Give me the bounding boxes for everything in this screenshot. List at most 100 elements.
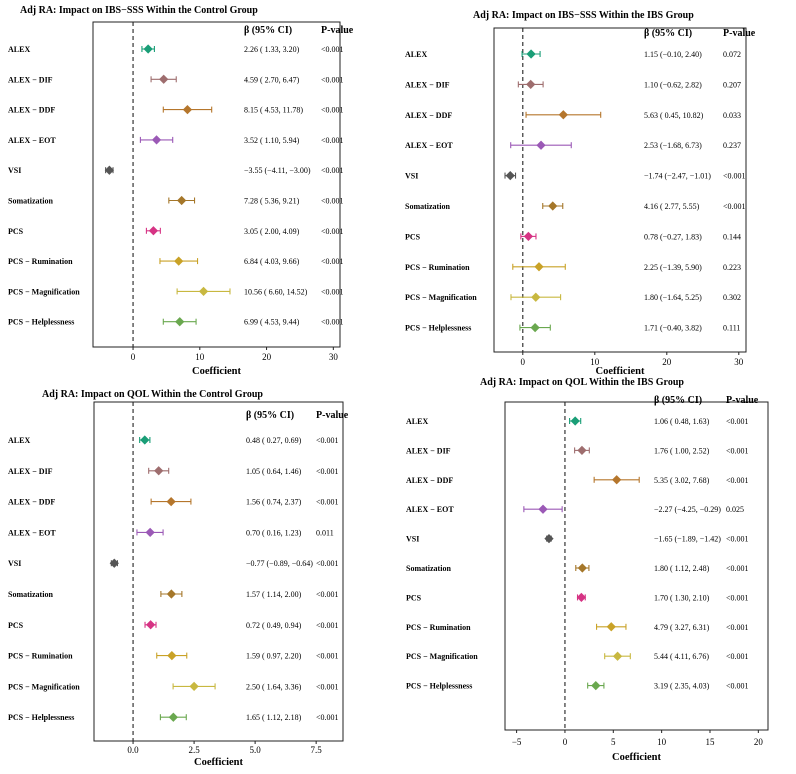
row-label-pcs-helplessness: PCS − Helplessness: [8, 713, 74, 722]
x-axis-title: Coefficient: [612, 752, 661, 763]
ci-text-pcs-magnification: 10.56 ( 6.60, 14.52): [244, 287, 308, 296]
p-value-column-header: P-value: [321, 25, 354, 36]
ci-text-pcs-rumination: 1.59 ( 0.97, 2.20): [246, 652, 302, 661]
ci-text-pcs-rumination: 6.84 ( 4.03, 9.66): [244, 257, 300, 266]
p-value-alex-dif: 0.207: [723, 80, 741, 89]
row-label-alex: ALEX: [8, 436, 30, 445]
p-value-pcs-magnification: <0.001: [316, 682, 339, 691]
forest-panel-ibs-sss-control: Adj RA: Impact on IBS−SSS Within the Con…: [0, 0, 392, 377]
ci-text-alex-dif: 1.05 ( 0.64, 1.46): [246, 467, 302, 476]
row-label-pcs-rumination: PCS − Rumination: [8, 257, 73, 266]
row-label-pcs-helplessness: PCS − Helplessness: [405, 324, 471, 333]
p-value-alex-eot: 0.025: [726, 505, 744, 514]
p-value-pcs-rumination: <0.001: [316, 652, 339, 661]
p-value-alex-ddf: 0.033: [723, 111, 741, 120]
ci-text-pcs: 3.05 ( 2.00, 4.09): [244, 227, 300, 236]
chart-title: Adj RA: Impact on IBS−SSS Within the IBS…: [473, 10, 694, 21]
row-label-alex-eot: ALEX − EOT: [405, 141, 453, 150]
ci-text-somatization: 4.16 ( 2.77, 5.55): [644, 202, 700, 211]
x-tick-label: 0.0: [127, 745, 139, 755]
p-value-vsi: <0.001: [321, 166, 344, 175]
row-label-alex-eot: ALEX − EOT: [8, 136, 56, 145]
x-axis-title: Coefficient: [194, 757, 243, 768]
row-label-vsi: VSI: [406, 535, 419, 544]
ci-text-pcs-helplessness: 1.65 ( 1.12, 2.18): [246, 713, 302, 722]
x-tick-label: 5: [611, 737, 616, 747]
forest-plot-svg: Adj RA: Impact on IBS−SSS Within the IBS…: [405, 10, 756, 377]
p-value-alex: <0.001: [726, 417, 749, 426]
row-label-pcs-magnification: PCS − Magnification: [406, 652, 478, 661]
p-value-pcs-magnification: <0.001: [726, 652, 749, 661]
forest-panel-qol-ibs: Adj RA: Impact on QOL Within the IBS Gro…: [398, 375, 796, 769]
point-estimate-alex: [143, 44, 153, 54]
x-tick-label: 20: [754, 737, 764, 747]
row-label-alex-ddf: ALEX − DDF: [8, 106, 55, 115]
point-estimate-pcs-helplessness: [168, 712, 178, 722]
point-estimate-pcs-rumination: [534, 262, 544, 272]
x-tick-label: 15: [705, 737, 715, 747]
point-estimate-alex-dif: [154, 466, 164, 476]
row-label-alex-ddf: ALEX − DDF: [8, 498, 55, 507]
x-tick-label: 10: [590, 357, 600, 367]
point-estimate-alex-ddf: [166, 496, 176, 507]
p-value-somatization: <0.001: [321, 197, 344, 206]
ci-text-pcs-rumination: 4.79 ( 3.27, 6.31): [654, 623, 710, 632]
p-value-pcs-helplessness: <0.001: [321, 318, 344, 327]
row-label-pcs-helplessness: PCS − Helplessness: [406, 682, 472, 691]
point-estimate-alex-dif: [577, 445, 587, 456]
row-label-vsi: VSI: [8, 559, 21, 568]
p-value-pcs-helplessness: <0.001: [316, 713, 339, 722]
point-estimate-pcs: [146, 620, 156, 630]
ci-text-somatization: 1.57 ( 1.14, 2.00): [246, 590, 302, 599]
point-estimate-pcs: [523, 231, 534, 242]
point-estimate-pcs: [576, 592, 587, 603]
ci-text-vsi: −1.74 (−2.47, −1.01): [644, 172, 711, 181]
row-label-pcs: PCS: [405, 232, 421, 241]
p-value-alex-ddf: <0.001: [321, 106, 344, 115]
p-value-alex-dif: <0.001: [321, 75, 344, 84]
p-value-alex-dif: <0.001: [726, 446, 749, 455]
plot-frame: [504, 401, 769, 731]
ci-text-pcs-magnification: 5.44 ( 4.11, 6.76): [654, 652, 709, 661]
point-estimate-alex-ddf: [182, 104, 193, 115]
point-estimate-somatization: [548, 201, 558, 211]
chart-title: Adj RA: Impact on QOL Within the IBS Gro…: [480, 377, 684, 388]
p-value-pcs-rumination: 0.223: [723, 263, 741, 272]
x-tick-label: 2.5: [188, 745, 200, 755]
x-tick-label: 20: [262, 352, 272, 362]
p-value-pcs-helplessness: 0.111: [723, 324, 740, 333]
p-value-alex: 0.072: [723, 50, 741, 59]
plot-frame: [493, 27, 747, 353]
ci-text-pcs-helplessness: 1.71 (−0.40, 3.82): [644, 324, 702, 333]
plot-frame: [92, 21, 341, 348]
point-estimate-alex: [570, 416, 580, 426]
ci-column-header: β (95% CI): [244, 25, 292, 36]
point-estimate-pcs-magnification: [612, 651, 623, 661]
ci-column-header: β (95% CI): [246, 410, 294, 421]
row-label-vsi: VSI: [8, 166, 21, 175]
point-estimate-vsi: [505, 170, 515, 181]
row-label-alex: ALEX: [406, 417, 428, 426]
row-label-alex: ALEX: [405, 50, 427, 59]
x-tick-label: 0: [131, 352, 136, 362]
ci-text-pcs-rumination: 2.25 (−1.39, 5.90): [644, 263, 702, 272]
forest-panel-qol-control: Adj RA: Impact on QOL Within the Control…: [0, 385, 392, 769]
plot-frame: [93, 401, 344, 742]
x-tick-label: 30: [734, 357, 744, 367]
p-value-pcs-rumination: <0.001: [321, 257, 344, 266]
row-label-somatization: Somatization: [406, 564, 451, 573]
point-estimate-alex: [526, 49, 536, 59]
x-axis-title: Coefficient: [596, 366, 645, 375]
row-label-pcs-magnification: PCS − Magnification: [8, 682, 80, 691]
p-value-pcs-magnification: 0.302: [723, 293, 741, 302]
p-value-pcs-magnification: <0.001: [321, 287, 344, 296]
forest-plot-svg: Adj RA: Impact on QOL Within the Control…: [8, 389, 349, 768]
x-tick-label: 10: [195, 352, 205, 362]
point-estimate-vsi: [544, 533, 554, 544]
row-label-alex-dif: ALEX − DIF: [8, 75, 53, 84]
p-value-alex: <0.001: [316, 436, 339, 445]
point-estimate-alex-eot: [151, 135, 162, 145]
point-estimate-vsi: [109, 558, 119, 568]
ci-text-alex-ddf: 5.63 ( 0.45, 10.82): [644, 111, 704, 120]
point-estimate-pcs-helplessness: [175, 317, 185, 327]
